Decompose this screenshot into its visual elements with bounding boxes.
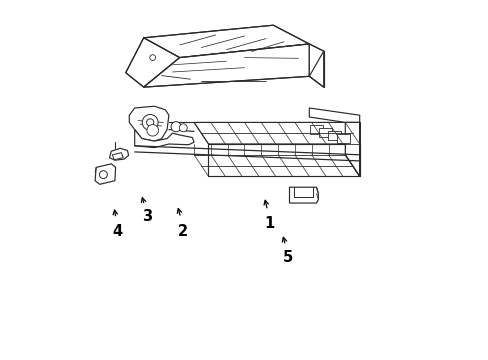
Polygon shape — [289, 187, 318, 203]
Circle shape — [142, 114, 158, 130]
Text: 3: 3 — [142, 209, 152, 224]
Polygon shape — [143, 44, 309, 87]
Polygon shape — [309, 125, 322, 134]
Polygon shape — [109, 148, 128, 160]
Circle shape — [146, 119, 153, 126]
Polygon shape — [309, 44, 323, 87]
Text: 5: 5 — [282, 250, 292, 265]
Circle shape — [171, 122, 181, 132]
Polygon shape — [208, 144, 359, 176]
Polygon shape — [194, 122, 359, 144]
Polygon shape — [327, 131, 340, 140]
Polygon shape — [95, 164, 115, 184]
Polygon shape — [318, 128, 331, 137]
Circle shape — [146, 125, 158, 136]
Text: 2: 2 — [178, 224, 188, 239]
Polygon shape — [345, 122, 359, 176]
Polygon shape — [129, 106, 168, 141]
Circle shape — [179, 124, 187, 132]
Polygon shape — [309, 108, 359, 122]
Polygon shape — [143, 25, 309, 58]
Polygon shape — [336, 134, 349, 143]
Circle shape — [149, 55, 155, 60]
Polygon shape — [112, 153, 123, 160]
Text: 1: 1 — [264, 216, 274, 231]
Text: 4: 4 — [113, 224, 122, 239]
Polygon shape — [125, 38, 179, 87]
Circle shape — [99, 171, 107, 179]
Polygon shape — [345, 122, 359, 176]
Polygon shape — [134, 130, 194, 148]
